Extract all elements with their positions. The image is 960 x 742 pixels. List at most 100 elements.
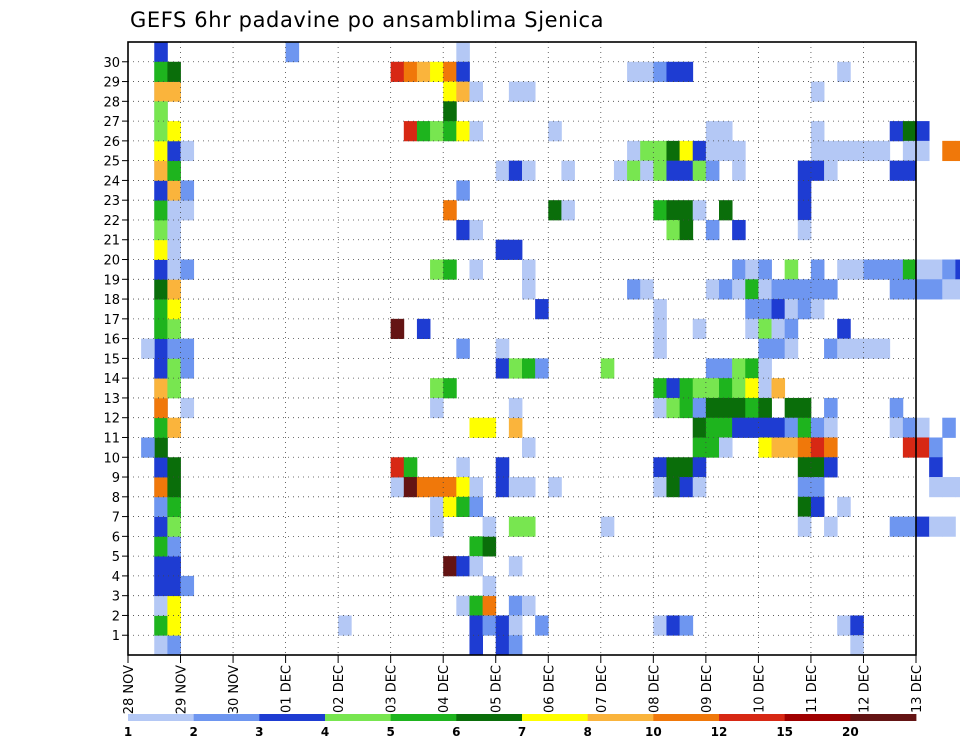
heatmap-cell [784,279,799,300]
y-tick-label: 22 [103,214,120,229]
heatmap-cell [771,417,786,438]
y-tick-label: 23 [103,194,120,209]
heatmap-cell [456,180,470,201]
colorbar-swatch [522,714,589,721]
colorbar-tick-label: 3 [255,725,263,739]
colorbar-swatch [193,714,260,721]
heatmap-cell [705,279,720,300]
heatmap-cell [443,477,457,498]
heatmap-cell [784,318,799,340]
y-tick-label: 2 [112,609,120,624]
y-tick-label: 25 [103,155,120,170]
heatmap-cell [850,259,864,280]
heatmap-cell [653,397,667,419]
heatmap-cell [889,397,904,419]
heatmap-cell [705,397,720,419]
heatmap-cell [810,299,825,320]
heatmap-cell [666,378,680,399]
heatmap-cell [522,160,536,181]
colorbar-swatch [128,714,195,721]
heatmap-cell [627,160,641,181]
heatmap-cell [403,121,418,142]
heatmap-cell [771,338,786,359]
heatmap-cell [942,140,956,162]
heatmap-cell [745,259,759,280]
x-tick-label: 28 NOV [122,665,137,714]
heatmap-cell [810,121,825,142]
heatmap-cell [732,160,746,181]
heatmap-cell [640,279,654,300]
y-tick-label: 26 [103,135,120,150]
heatmap-cell [469,121,483,142]
colorbar-swatch [456,714,523,721]
y-tick-label: 18 [103,293,120,308]
heatmap-cell [548,477,562,498]
heatmap-cell [929,457,943,478]
heatmap-cell [889,417,904,438]
heatmap-cell [416,61,431,82]
heatmap-cell [600,358,615,379]
heatmap-cell [154,338,168,359]
heatmap-cell [167,338,181,359]
heatmap-cell [469,219,483,241]
heatmap-cell [784,397,799,419]
heatmap-cell [784,417,799,438]
heatmap-cell [692,140,707,162]
plot-frame [127,41,917,656]
heatmap-cell [653,200,667,221]
x-tick-label: 01 DEC [280,665,295,713]
heatmap-cell [771,299,786,320]
heatmap-cell [784,299,799,320]
heatmap-cell [679,378,694,399]
y-tick-label: 19 [103,273,120,288]
heatmap-cell [771,437,786,458]
heatmap-cell [810,496,825,517]
heatmap-cell [810,279,825,300]
heatmap-cell [837,61,851,82]
heatmap-cell [535,299,549,320]
heatmap-cell [495,615,510,636]
heatmap-cell [469,536,483,557]
heatmap-cell [692,417,707,438]
x-tick-label: 04 DEC [437,665,452,713]
heatmap-cell [758,417,772,438]
heatmap-cell [679,61,694,82]
heatmap-cell [167,516,181,537]
heatmap-cell [443,121,457,142]
colorbar-tick-label: 15 [776,725,793,739]
heatmap-cell [863,338,877,359]
colorbar-swatch [784,714,851,721]
heatmap-cell [469,259,483,280]
heatmap-cell [154,219,168,241]
heatmap-cell [154,200,168,221]
heatmap-cell [495,358,510,379]
grid-lines [128,42,916,655]
heatmap-cell [745,358,759,379]
heatmap-cell [167,575,181,597]
heatmap-cell [154,121,168,142]
heatmap-cell [719,437,733,458]
heatmap-cell [390,477,405,498]
heatmap-cell [929,477,943,498]
heatmap-cell [154,299,168,320]
heatmap-cell [876,259,891,280]
colorbar-swatch [259,714,326,721]
heatmap-cell [495,239,510,260]
heatmap-cell [732,259,746,280]
heatmap-cell [167,81,181,102]
y-tick-label: 12 [103,412,120,427]
heatmap-cell [955,259,960,280]
heatmap-cell [167,595,181,616]
heatmap-cell [889,516,904,537]
heatmap-cell [508,81,523,102]
heatmap-cell [495,477,510,498]
colorbar-tick-label: 20 [842,725,859,739]
heatmap-cell [705,121,720,142]
heatmap-cell [456,338,470,359]
heatmap-cell [443,61,457,82]
heatmap-cell [548,121,562,142]
heatmap-cell [955,279,960,300]
heatmap-cell [180,180,195,201]
heatmap-cell [416,477,431,498]
